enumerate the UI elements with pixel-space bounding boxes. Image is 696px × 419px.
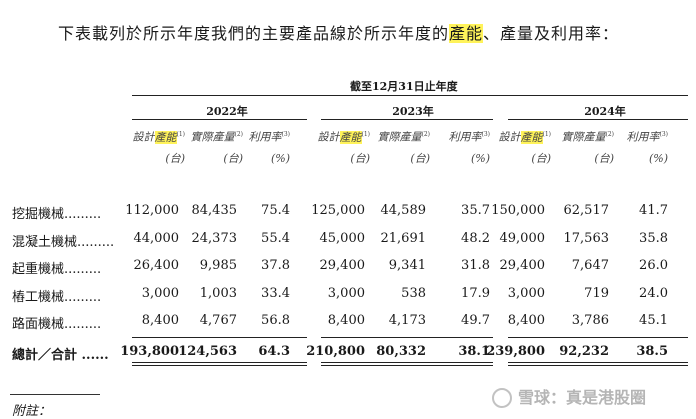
table-cell: 3,000 <box>141 286 179 301</box>
table-cell: 45,000 <box>319 231 366 246</box>
table-cell: 48.2 <box>461 231 490 246</box>
table-cell: 17.9 <box>461 286 490 301</box>
table-cell: 4,767 <box>199 313 237 328</box>
total-cell: 239,800 <box>486 344 545 359</box>
table-cell: 24.0 <box>639 286 668 301</box>
row-label: 挖掘機械......... <box>12 207 102 222</box>
total-double-rule <box>508 362 688 366</box>
header-actual-output-2022: 實際產量(2) (台) <box>190 130 244 165</box>
total-cell: 193,800 <box>120 344 179 359</box>
table-cell: 21,691 <box>380 231 427 246</box>
period-rule <box>132 95 688 96</box>
table-cell: 29,400 <box>319 258 366 273</box>
footnote-rule <box>10 394 100 395</box>
table-cell: 8,400 <box>141 313 179 328</box>
subtotal-rule <box>321 337 493 338</box>
table-cell: 49,000 <box>499 231 546 246</box>
table-cell: 24,373 <box>191 231 238 246</box>
subtotal-rule <box>508 337 688 338</box>
row-label: 起重機械......... <box>12 262 102 277</box>
table-cell: 3,786 <box>571 313 609 328</box>
total-cell: 38.5 <box>636 344 668 359</box>
table-cell: 44,000 <box>133 231 180 246</box>
total-cell: 64.3 <box>258 344 290 359</box>
intro-text-end: 、產量及利用率： <box>483 24 620 43</box>
header-utilization-2023: 利用率(3) (%) <box>448 130 491 165</box>
table-cell: 31.8 <box>461 258 490 273</box>
header-design-capacity-2024: 設計產能(1) (台) <box>498 130 551 165</box>
table-cell: 9,985 <box>199 258 237 273</box>
table-cell: 719 <box>584 286 609 301</box>
table-cell: 112,000 <box>125 203 179 218</box>
table-cell: 26.0 <box>639 258 668 273</box>
table-cell: 26,400 <box>133 258 180 273</box>
table-cell: 9,341 <box>388 258 426 273</box>
header-actual-output-2024: 實際產量(2) (台) <box>561 130 615 165</box>
total-cell: 92,232 <box>559 344 609 359</box>
snowball-logo-icon <box>492 388 512 408</box>
table-cell: 62,517 <box>563 203 610 218</box>
total-cell: 124,563 <box>178 344 237 359</box>
table-cell: 35.7 <box>461 203 490 218</box>
table-cell: 37.8 <box>261 258 290 273</box>
header-design-capacity-2022: 設計產能(1) (台) <box>132 130 185 165</box>
table-cell: 33.4 <box>261 286 290 301</box>
row-label: 路面機械......... <box>12 317 102 332</box>
table-cell: 125,000 <box>311 203 365 218</box>
header-actual-output-2023: 實際產量(2) (台) <box>377 130 431 165</box>
table-cell: 1,003 <box>199 286 237 301</box>
period-header: 截至12月31日止年度 <box>350 80 458 93</box>
subtotal-rule <box>132 337 307 338</box>
year-2022-rule <box>132 119 307 120</box>
year-2024-header: 2024年 <box>584 105 626 118</box>
row-label: 樁工機械......... <box>12 290 102 305</box>
table-cell: 150,000 <box>491 203 545 218</box>
table-cell: 84,435 <box>191 203 238 218</box>
table-cell: 3,000 <box>507 286 545 301</box>
header-design-capacity-2023: 設計產能(1) (台) <box>317 130 370 165</box>
table-cell: 35.8 <box>639 231 668 246</box>
intro-sentence: 下表載列於所示年度我們的主要產品線於所示年度的產能、產量及利用率： <box>58 20 619 44</box>
total-cell: 210,800 <box>306 344 365 359</box>
total-double-rule <box>132 362 307 366</box>
watermark: 雪球：真是港股圈 <box>492 384 646 408</box>
total-cell: 80,332 <box>376 344 426 359</box>
header-utilization-2022: 利用率(3) (%) <box>248 130 291 165</box>
table-cell: 538 <box>401 286 426 301</box>
row-label: 混凝土機械......... <box>12 235 115 250</box>
table-cell: 55.4 <box>261 231 290 246</box>
total-cell: 38.1 <box>458 344 490 359</box>
intro-highlight: 產能 <box>449 24 484 43</box>
footnote-label: 附註： <box>12 404 52 419</box>
table-cell: 17,563 <box>563 231 610 246</box>
table-cell: 44,589 <box>380 203 427 218</box>
table-cell: 3,000 <box>327 286 365 301</box>
table-cell: 7,647 <box>571 258 609 273</box>
year-2023-header: 2023年 <box>392 105 434 118</box>
total-double-rule <box>321 362 493 366</box>
table-cell: 56.8 <box>261 313 290 328</box>
year-2022-header: 2022年 <box>206 105 248 118</box>
table-cell: 4,173 <box>388 313 426 328</box>
table-cell: 45.1 <box>639 313 668 328</box>
year-2023-rule <box>321 119 493 120</box>
table-cell: 49.7 <box>461 313 490 328</box>
table-cell: 29,400 <box>499 258 546 273</box>
header-utilization-2024: 利用率(3) (%) <box>626 130 669 165</box>
intro-text: 下表載列於所示年度我們的主要產品線於所示年度的 <box>58 24 450 43</box>
total-row-label: 總計／合計 ...... <box>12 348 109 363</box>
year-2024-rule <box>508 119 688 120</box>
table-cell: 8,400 <box>507 313 545 328</box>
table-cell: 41.7 <box>639 203 668 218</box>
table-cell: 8,400 <box>327 313 365 328</box>
watermark-text: 雪球：真是港股圈 <box>518 388 647 407</box>
table-cell: 75.4 <box>261 203 290 218</box>
